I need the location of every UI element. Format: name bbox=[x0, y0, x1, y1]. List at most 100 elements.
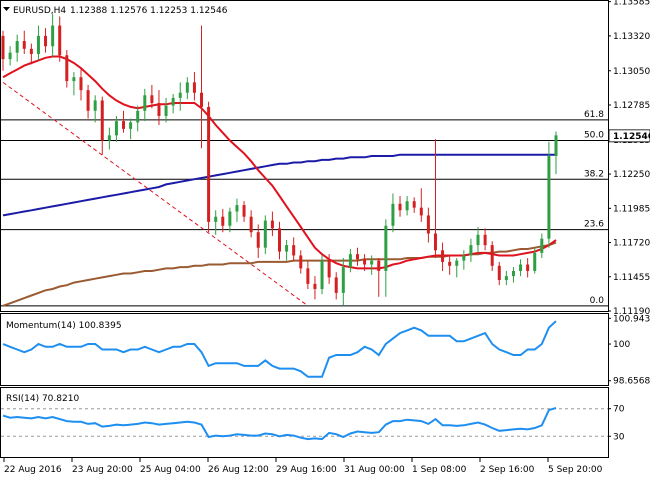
time-label-1: 23 Aug 20:00 bbox=[72, 465, 133, 475]
fib-label-0: 61.8 bbox=[584, 110, 604, 120]
candle-body bbox=[58, 25, 62, 56]
candle-body bbox=[44, 35, 48, 47]
candle-body bbox=[285, 245, 289, 252]
candle-body bbox=[15, 41, 19, 53]
current-price-box bbox=[608, 129, 650, 143]
collapse-triangle-icon[interactable] bbox=[3, 7, 10, 11]
candle-body bbox=[185, 82, 189, 93]
candle-body bbox=[554, 135, 558, 156]
candle-body bbox=[519, 264, 523, 271]
candle-body bbox=[178, 92, 182, 98]
momentum-indicator: 100.9435 100 98.6568 bbox=[2, 314, 650, 387]
candle-body bbox=[348, 254, 352, 268]
candle-body bbox=[200, 92, 204, 107]
rsi-line bbox=[2, 407, 557, 441]
candle-body bbox=[79, 77, 83, 91]
momentum-tick-label-0: 100.9435 bbox=[613, 314, 650, 324]
candle-body bbox=[22, 41, 26, 49]
candle-body bbox=[171, 97, 175, 106]
price-tick-label-0: 1.13585 bbox=[613, 0, 650, 8]
candle-body bbox=[122, 121, 126, 129]
rsi-indicator: 70 30 bbox=[1, 405, 625, 442]
candle-body bbox=[51, 25, 55, 47]
price-tick-label-3: 1.12785 bbox=[613, 101, 650, 111]
ma-blue-line bbox=[2, 153, 556, 217]
candle-body bbox=[292, 245, 296, 256]
price-tick-label-7: 1.11720 bbox=[613, 239, 650, 249]
main-panel-frame bbox=[0, 0, 609, 312]
candle-body bbox=[242, 205, 246, 217]
candle-body bbox=[455, 260, 459, 266]
candle-body bbox=[334, 277, 338, 293]
candle-body bbox=[299, 255, 303, 269]
price-tick-label-6: 1.11985 bbox=[613, 204, 650, 214]
candle-body bbox=[327, 260, 331, 278]
candle-body bbox=[36, 35, 40, 54]
candle-body bbox=[405, 201, 409, 211]
candle-body bbox=[377, 260, 381, 271]
price-axis: 1.135851.133201.130501.127851.125151.122… bbox=[608, 0, 650, 317]
chart-symbol: EURUSD,H4 bbox=[13, 6, 66, 16]
candle-body bbox=[29, 48, 33, 54]
candle-body bbox=[320, 260, 324, 290]
candle-body bbox=[306, 268, 310, 284]
time-label-5: 31 Aug 00:00 bbox=[344, 465, 405, 475]
candle-body bbox=[462, 255, 466, 261]
fib-label-1: 50.0 bbox=[584, 131, 604, 141]
candle-body bbox=[214, 216, 218, 222]
candle-body bbox=[391, 203, 395, 226]
candle-body bbox=[114, 121, 118, 136]
candle-body bbox=[278, 228, 281, 252]
candle-body bbox=[143, 95, 147, 111]
candle-body bbox=[107, 135, 111, 141]
fib-label-2: 38.2 bbox=[584, 169, 604, 179]
rsi-tick-label-0: 70 bbox=[613, 405, 625, 415]
candle-body bbox=[313, 283, 317, 290]
candle-body bbox=[270, 220, 274, 229]
moving-averages bbox=[2, 55, 557, 307]
candle-body bbox=[65, 55, 69, 82]
candle-body bbox=[207, 106, 211, 222]
trend-line-dashed bbox=[2, 81, 309, 307]
time-label-7: 2 Sep 16:00 bbox=[480, 465, 535, 475]
time-label-2: 25 Aug 04:00 bbox=[140, 465, 201, 475]
candle-body bbox=[547, 156, 551, 239]
time-label-0: 22 Aug 2016 bbox=[4, 465, 62, 475]
price-tick-label-1: 1.13320 bbox=[613, 32, 650, 42]
price-tick-label-2: 1.13050 bbox=[613, 67, 650, 77]
candle-body bbox=[469, 245, 473, 256]
candle-body bbox=[412, 201, 416, 208]
candle-body bbox=[363, 259, 367, 265]
candle-body bbox=[164, 105, 168, 116]
rsi-label: RSI(14) 70.8210 bbox=[6, 394, 79, 404]
candle-body bbox=[448, 261, 452, 266]
candle-body bbox=[221, 216, 225, 226]
fib-label-3: 23.6 bbox=[584, 220, 604, 230]
candle-body bbox=[398, 203, 402, 211]
candle-body bbox=[235, 205, 239, 212]
candle-body bbox=[497, 265, 501, 280]
candle-body bbox=[157, 103, 161, 116]
momentum-label: Momentum(14) 100.8395 bbox=[6, 321, 122, 331]
candle-body bbox=[426, 215, 430, 234]
candle-body bbox=[86, 90, 90, 111]
candle-body bbox=[93, 100, 97, 111]
candle-body bbox=[526, 264, 530, 271]
candle-body bbox=[483, 234, 487, 246]
trend-line bbox=[2, 81, 309, 307]
candle-body bbox=[441, 250, 445, 262]
candle-body bbox=[100, 100, 104, 141]
candle-body bbox=[341, 267, 345, 293]
candle-body bbox=[540, 238, 544, 253]
candle-body bbox=[129, 122, 133, 129]
candle-body bbox=[433, 233, 437, 251]
time-label-3: 26 Aug 12:00 bbox=[208, 465, 269, 475]
candle-body bbox=[150, 95, 154, 104]
candle-body bbox=[136, 110, 140, 123]
candle-body bbox=[8, 52, 12, 60]
candle-body bbox=[504, 276, 508, 280]
rsi-tick-label-1: 30 bbox=[613, 432, 625, 442]
price-tick-label-8: 1.11455 bbox=[613, 273, 650, 283]
